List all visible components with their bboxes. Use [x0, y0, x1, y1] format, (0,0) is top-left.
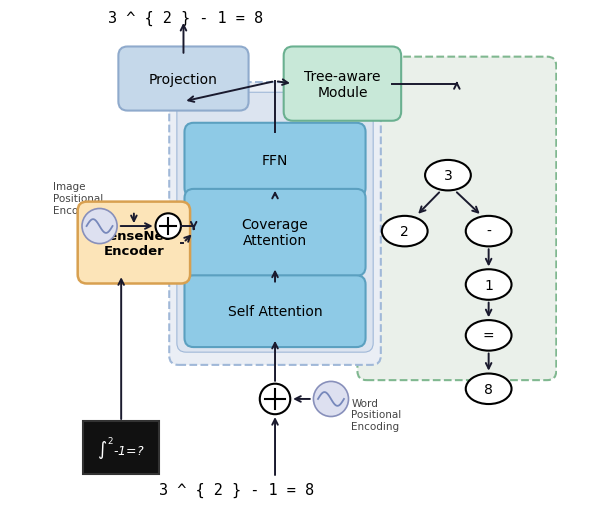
- Text: Self Attention: Self Attention: [228, 304, 322, 319]
- FancyBboxPatch shape: [118, 47, 248, 111]
- Text: Word
Positional
Encoding: Word Positional Encoding: [351, 398, 402, 431]
- FancyBboxPatch shape: [83, 421, 159, 474]
- Circle shape: [156, 214, 181, 239]
- Text: Tree-aware
Module: Tree-aware Module: [304, 69, 381, 100]
- Text: DenseNet
Encoder: DenseNet Encoder: [98, 229, 170, 257]
- Ellipse shape: [466, 270, 511, 300]
- FancyBboxPatch shape: [358, 58, 556, 380]
- Ellipse shape: [466, 374, 511, 404]
- Text: 3 ^ { 2 } - 1 = 8: 3 ^ { 2 } - 1 = 8: [159, 482, 315, 497]
- FancyBboxPatch shape: [177, 93, 373, 352]
- Text: =: =: [483, 329, 494, 343]
- Ellipse shape: [466, 216, 511, 247]
- Ellipse shape: [466, 321, 511, 351]
- FancyBboxPatch shape: [169, 83, 381, 365]
- FancyBboxPatch shape: [184, 189, 365, 276]
- Circle shape: [260, 384, 290, 414]
- FancyBboxPatch shape: [78, 202, 190, 284]
- Ellipse shape: [425, 161, 471, 191]
- Circle shape: [313, 382, 348, 417]
- Text: 1: 1: [484, 278, 493, 292]
- FancyBboxPatch shape: [184, 124, 365, 197]
- Text: 3: 3: [444, 169, 452, 183]
- Text: Coverage
Attention: Coverage Attention: [242, 218, 308, 248]
- Text: Projection: Projection: [149, 72, 218, 87]
- Text: FFN: FFN: [262, 154, 288, 167]
- FancyBboxPatch shape: [284, 47, 401, 122]
- Text: -: -: [486, 224, 491, 239]
- Circle shape: [82, 209, 117, 244]
- Text: Image
Positional
Encoding: Image Positional Encoding: [53, 182, 103, 215]
- Text: 3 ^ { 2 } - 1 = 8: 3 ^ { 2 } - 1 = 8: [108, 11, 264, 26]
- FancyBboxPatch shape: [184, 276, 365, 348]
- Text: 8: 8: [484, 382, 493, 396]
- Text: 2: 2: [401, 224, 409, 239]
- Text: $\int^2$-1=?: $\int^2$-1=?: [98, 434, 145, 461]
- Ellipse shape: [382, 216, 428, 247]
